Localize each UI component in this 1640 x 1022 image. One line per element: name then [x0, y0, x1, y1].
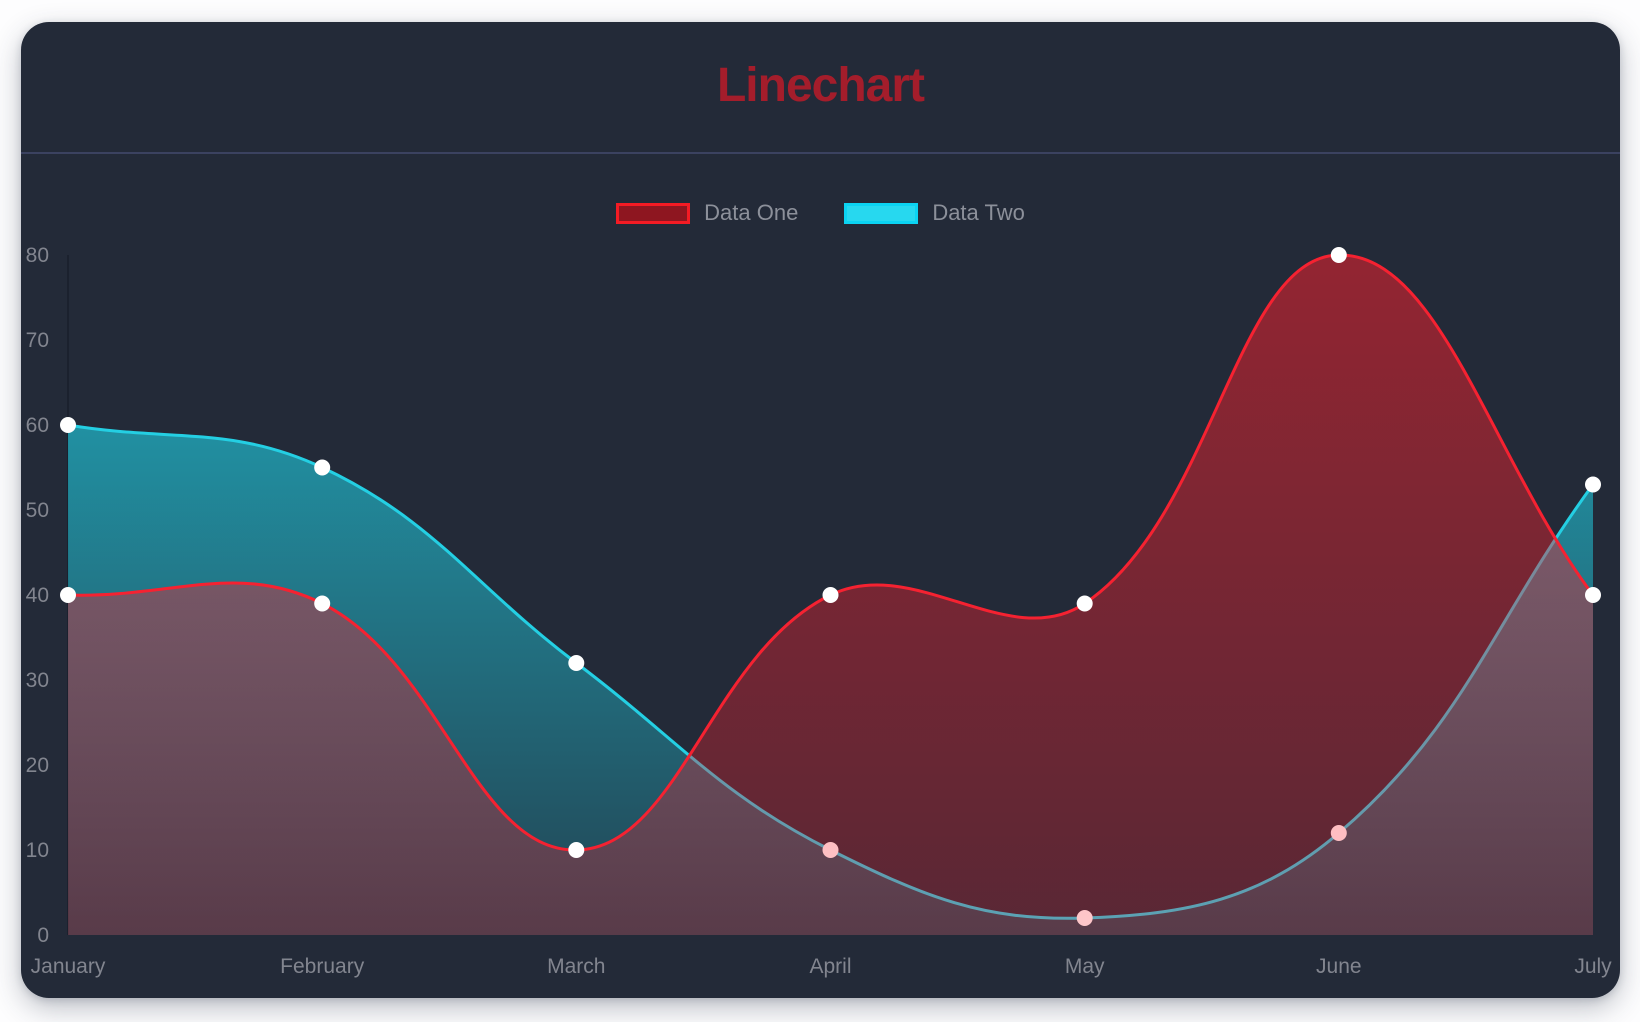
legend-swatch-data-two [844, 202, 919, 224]
legend-item-data-one[interactable]: Data One [616, 200, 798, 226]
data-point-data-two[interactable] [314, 459, 331, 476]
y-tick-label: 60 [26, 414, 49, 437]
legend-label-data-two: Data Two [932, 200, 1025, 225]
chart-title: Linechart [716, 59, 925, 112]
data-point-data-two[interactable] [1585, 476, 1601, 493]
x-axis-label: July [1574, 955, 1612, 978]
data-point-data-one[interactable] [1585, 587, 1601, 603]
legend-label-data-one: Data One [704, 200, 799, 225]
x-axis-label: March [547, 955, 605, 978]
chart-card: Linechart Data One Data Two 0 10 20 30 40 50 6… [21, 22, 1620, 998]
data-point-data-one[interactable] [314, 595, 331, 612]
data-point-data-one[interactable] [568, 842, 585, 858]
data-point-data-two[interactable] [568, 655, 585, 671]
y-tick-label: 40 [26, 584, 49, 607]
line-chart-canvas: 0 10 20 30 40 50 60 70 80 January February March Apr… [26, 244, 1613, 978]
data-point-data-one[interactable] [822, 587, 839, 603]
x-axis-label: April [809, 955, 851, 978]
data-point-data-one[interactable] [1330, 247, 1347, 263]
y-tick-label: 10 [26, 839, 49, 862]
chart-legend: Data One Data Two [21, 200, 1620, 226]
x-axis-label: May [1065, 955, 1105, 978]
header-divider [21, 152, 1620, 154]
y-tick-label: 80 [26, 244, 49, 267]
x-axis-label: June [1316, 955, 1362, 978]
y-tick-label: 70 [26, 329, 49, 352]
x-axis-label: February [280, 955, 365, 978]
series-area-data-one [68, 254, 1593, 936]
y-tick-label: 20 [26, 754, 49, 777]
data-point-data-one[interactable] [1076, 595, 1093, 612]
y-tick-label: 50 [26, 499, 49, 522]
data-point-data-two[interactable] [60, 417, 76, 433]
legend-swatch-data-one [616, 202, 691, 224]
x-axis-label: January [31, 955, 106, 978]
data-point-data-one[interactable] [60, 587, 76, 603]
y-tick-label: 30 [26, 669, 49, 692]
y-tick-label: 0 [37, 924, 49, 947]
legend-item-data-two[interactable]: Data Two [844, 200, 1025, 226]
series-line-data-one [66, 253, 1595, 852]
